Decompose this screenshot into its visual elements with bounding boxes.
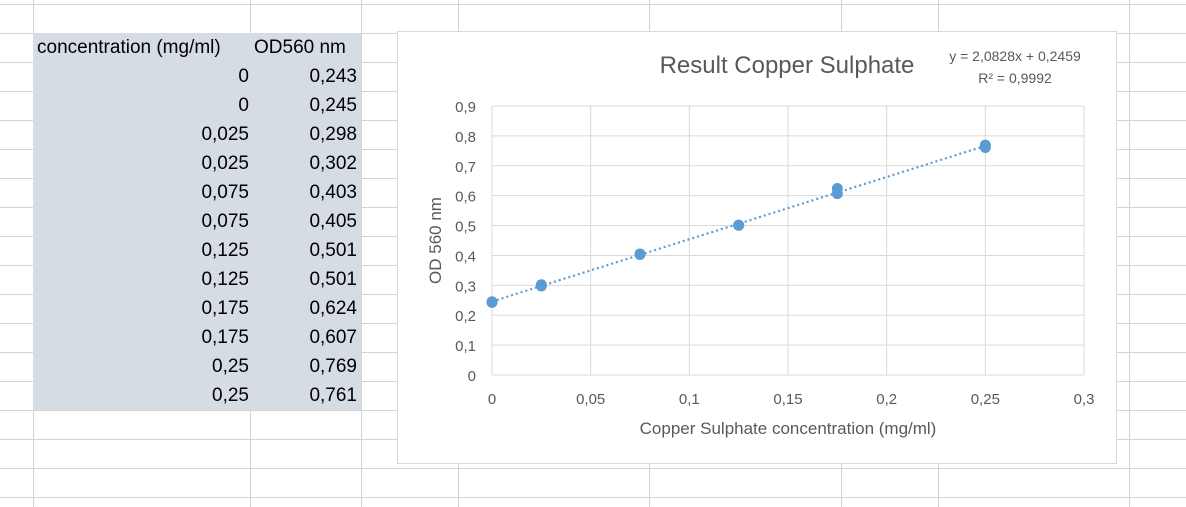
y-tick-label: 0,1 [455, 338, 476, 355]
table-body: 0 0,243 0 0,245 0,025 0,298 0,025 0,302 0,075 0,4… [33, 62, 361, 410]
data-point[interactable] [486, 296, 498, 308]
cell-od560[interactable]: 0,245 [309, 95, 357, 116]
y-tick-label: 0,4 [455, 248, 476, 265]
cell-concentration[interactable]: 0,075 [201, 211, 249, 232]
cell-od560[interactable]: 0,302 [309, 153, 357, 174]
x-tick-label: 0,1 [679, 391, 700, 408]
table-row: 0,175 0,607 [33, 323, 361, 352]
table-row: 0,25 0,769 [33, 352, 361, 381]
cell-od560[interactable]: 0,403 [309, 182, 357, 203]
y-axis-label: OD 560 nm [426, 197, 445, 284]
table-row: 0,125 0,501 [33, 236, 361, 265]
table-row: 0,175 0,624 [33, 294, 361, 323]
cell-concentration[interactable]: 0,175 [201, 298, 249, 319]
table-row: 0 0,245 [33, 91, 361, 120]
table-row: 0,25 0,761 [33, 381, 361, 410]
cell-od560[interactable]: 0,501 [309, 269, 357, 290]
x-tick-label: 0,05 [576, 391, 605, 408]
cell-od560[interactable]: 0,501 [309, 240, 357, 261]
cell-od560[interactable]: 0,761 [309, 385, 357, 406]
cell-concentration[interactable]: 0,025 [201, 124, 249, 145]
data-point[interactable] [831, 188, 843, 200]
cell-concentration[interactable]: 0,075 [201, 182, 249, 203]
trendline-r-squared: R² = 0,9992 [978, 70, 1052, 86]
y-tick-label: 0,8 [455, 129, 476, 146]
header-concentration[interactable]: concentration (mg/ml) [37, 37, 221, 58]
chart-title: Result Copper Sulphate [660, 52, 915, 79]
data-point[interactable] [535, 279, 547, 291]
y-tick-label: 0,7 [455, 159, 476, 176]
y-tick-label: 0 [468, 368, 476, 385]
cell-od560[interactable]: 0,769 [309, 356, 357, 377]
cell-od560[interactable]: 0,298 [309, 124, 357, 145]
data-point[interactable] [634, 248, 646, 260]
data-point[interactable] [733, 219, 745, 231]
table-row: 0,075 0,405 [33, 207, 361, 236]
y-tick-label: 0,3 [455, 278, 476, 295]
table-row: 0,125 0,501 [33, 265, 361, 294]
x-tick-label: 0,2 [876, 391, 897, 408]
trendline [491, 144, 986, 303]
chart-area[interactable]: 0 0,1 0,2 0,3 0,4 0,5 0,6 0,7 0,8 0,9 0 0,05 0,1 0,15… [397, 31, 1117, 464]
x-tick-label: 0,15 [773, 391, 802, 408]
table-row: 0,025 0,302 [33, 149, 361, 178]
table-row: 0 0,243 [33, 62, 361, 91]
data-point[interactable] [979, 142, 991, 154]
y-tick-label: 0,2 [455, 308, 476, 325]
x-tick-label: 0,3 [1074, 391, 1095, 408]
y-tick-label: 0,5 [455, 219, 476, 236]
header-od560[interactable]: OD560 nm [254, 37, 346, 58]
y-tick-label: 0,9 [455, 99, 476, 116]
cell-concentration[interactable]: 0,125 [201, 269, 249, 290]
x-tick-label: 0,25 [971, 391, 1000, 408]
data-table: concentration (mg/ml) OD560 nm 0 0,243 0 0,… [33, 33, 361, 410]
cell-concentration[interactable]: 0,125 [201, 240, 249, 261]
cell-concentration[interactable]: 0,025 [201, 153, 249, 174]
cell-concentration[interactable]: 0 [238, 66, 249, 87]
cell-concentration[interactable]: 0,25 [212, 356, 249, 377]
cell-concentration[interactable]: 0,175 [201, 327, 249, 348]
table-row: 0,075 0,403 [33, 178, 361, 207]
table-header-row: concentration (mg/ml) OD560 nm [33, 33, 361, 62]
scatter-chart: 0 0,1 0,2 0,3 0,4 0,5 0,6 0,7 0,8 0,9 0 0,05 0,1 0,15… [426, 48, 1095, 438]
cell-od560[interactable]: 0,405 [309, 211, 357, 232]
x-axis-label: Copper Sulphate concentration (mg/ml) [640, 419, 937, 438]
cell-od560[interactable]: 0,607 [309, 327, 357, 348]
cell-concentration[interactable]: 0,25 [212, 385, 249, 406]
y-tick-label: 0,6 [455, 189, 476, 206]
cell-concentration[interactable]: 0 [238, 95, 249, 116]
cell-od560[interactable]: 0,624 [309, 298, 357, 319]
table-row: 0,025 0,298 [33, 120, 361, 149]
cell-od560[interactable]: 0,243 [309, 66, 357, 87]
x-tick-label: 0 [488, 391, 496, 408]
trendline-equation: y = 2,0828x + 0,2459 [949, 48, 1081, 64]
